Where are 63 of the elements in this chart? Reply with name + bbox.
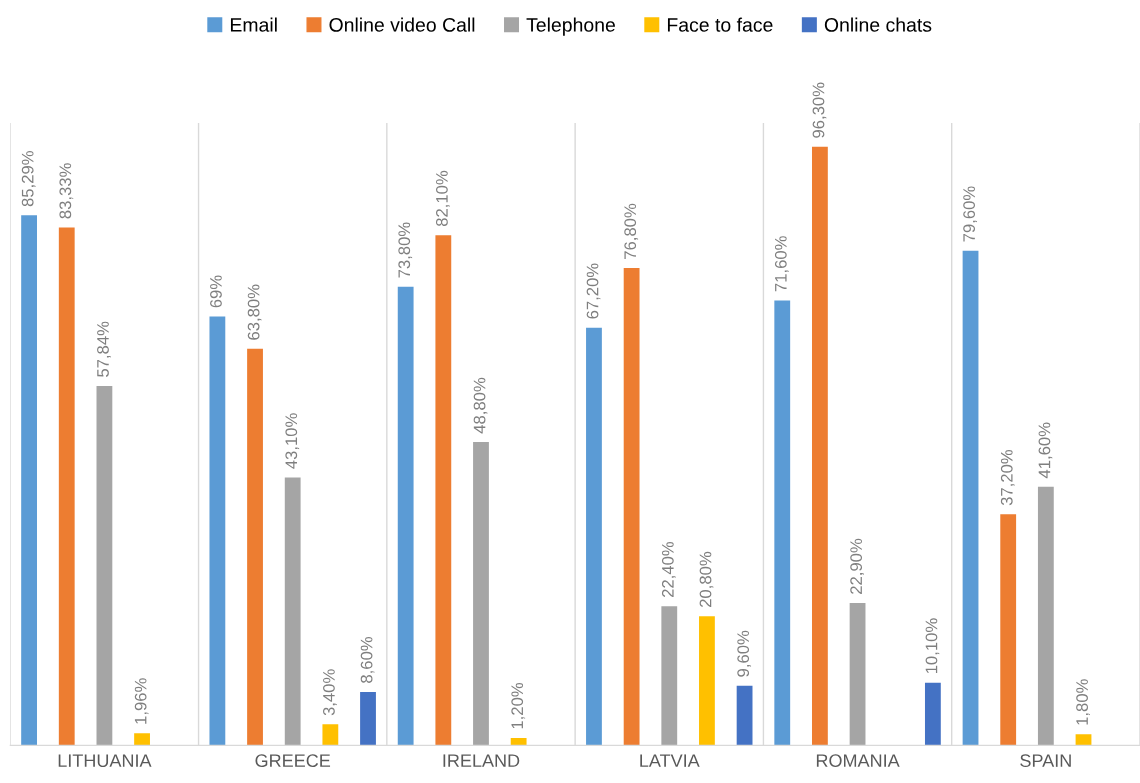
data-label: 63,80% bbox=[247, 284, 262, 340]
bar bbox=[21, 215, 37, 746]
bar bbox=[924, 682, 941, 746]
legend-label: Face to face bbox=[667, 17, 773, 32]
x-tick-label: LITHUANIA bbox=[58, 754, 152, 768]
bar bbox=[849, 603, 866, 746]
bar bbox=[586, 327, 602, 746]
data-label: 8,60% bbox=[360, 636, 375, 683]
legend-label: Online video Call bbox=[329, 17, 475, 32]
data-label: 3,40% bbox=[323, 669, 337, 716]
data-label: 1,20% bbox=[511, 682, 526, 729]
data-label: 41,60% bbox=[1038, 422, 1053, 479]
x-tick-label: GREECE bbox=[255, 754, 331, 768]
bar bbox=[473, 442, 489, 746]
data-label: 1,96% bbox=[134, 678, 149, 724]
bar bbox=[1075, 734, 1092, 746]
bar bbox=[96, 385, 113, 746]
bar bbox=[435, 235, 452, 746]
legend-label: Telephone bbox=[526, 17, 615, 36]
data-label: 57,84% bbox=[97, 321, 111, 377]
x-tick-label: LATVIA bbox=[640, 754, 700, 767]
legend-label: Email bbox=[230, 17, 277, 32]
bar bbox=[397, 286, 414, 746]
bar bbox=[661, 606, 678, 746]
data-label: 20,80% bbox=[699, 551, 714, 607]
bar bbox=[774, 300, 791, 746]
data-label: 10,10% bbox=[925, 618, 940, 674]
bar bbox=[623, 268, 640, 746]
bar bbox=[1037, 486, 1054, 746]
bar bbox=[209, 316, 226, 746]
data-label: 1,80% bbox=[1076, 679, 1090, 725]
bar bbox=[699, 616, 715, 746]
data-label: 22,90% bbox=[850, 538, 865, 594]
data-label: 22,40% bbox=[661, 541, 676, 598]
x-tick-label: ROMANIA bbox=[816, 754, 900, 768]
x-tick-label: SPAIN bbox=[1020, 754, 1071, 768]
bar bbox=[360, 691, 376, 746]
bar bbox=[284, 477, 301, 746]
data-label: 48,80% bbox=[473, 377, 488, 434]
data-label: 43,10% bbox=[285, 413, 300, 469]
data-label: 73,80% bbox=[398, 222, 413, 278]
data-label: 76,80% bbox=[624, 203, 639, 259]
data-label: 37,20% bbox=[1000, 449, 1015, 506]
data-label: 79,60% bbox=[963, 186, 977, 242]
data-label: 82,10% bbox=[436, 170, 450, 227]
data-label: 96,30% bbox=[812, 82, 827, 138]
data-label: 83,33% bbox=[59, 163, 74, 219]
x-tick-label: IRELAND bbox=[443, 754, 520, 767]
bar bbox=[812, 146, 828, 746]
data-label: 69% bbox=[210, 275, 222, 308]
data-label: 85,29% bbox=[21, 151, 36, 207]
legend-label: Online chats bbox=[824, 17, 932, 32]
data-label: 71,60% bbox=[774, 236, 789, 292]
bar bbox=[510, 737, 527, 746]
data-label: 67,20% bbox=[586, 263, 601, 319]
bar bbox=[247, 348, 263, 746]
bar bbox=[736, 685, 753, 746]
bar bbox=[58, 227, 75, 746]
bar bbox=[134, 733, 150, 746]
data-label: 9,60% bbox=[737, 630, 752, 677]
bar bbox=[322, 724, 339, 746]
bar bbox=[1000, 514, 1017, 746]
bar bbox=[962, 250, 979, 746]
